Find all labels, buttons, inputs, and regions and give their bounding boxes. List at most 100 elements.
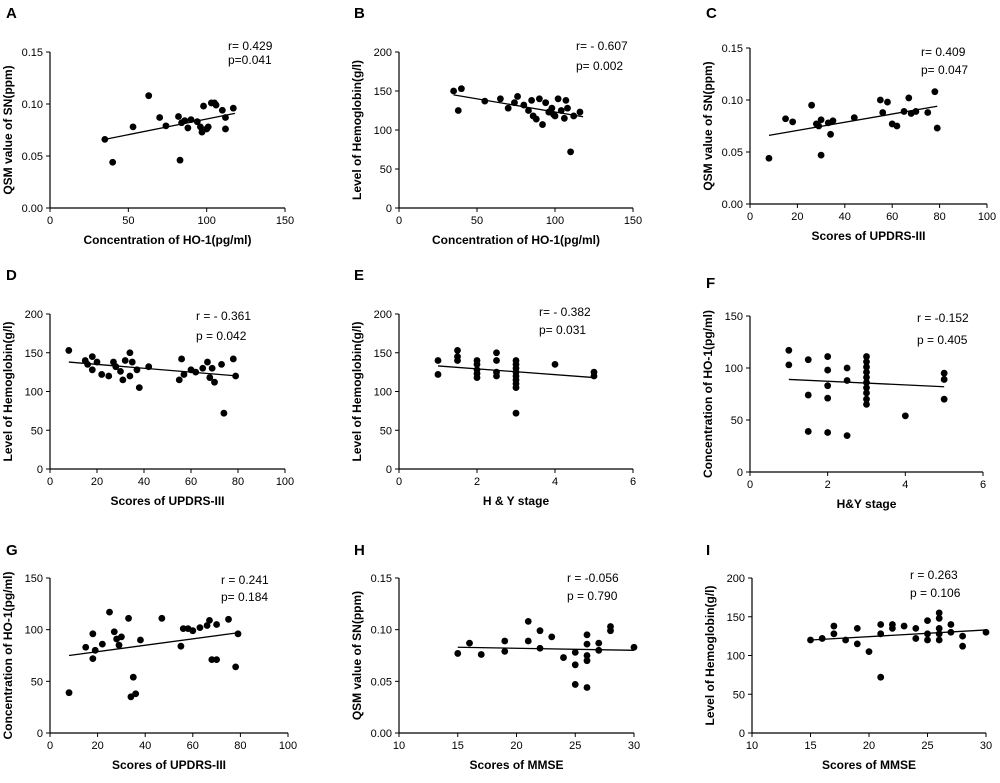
data-point (935, 636, 943, 644)
x-tick-label: 2 (825, 479, 831, 491)
data-point (162, 122, 170, 130)
data-point (571, 649, 579, 656)
data-point (454, 347, 461, 354)
data-point (850, 114, 858, 122)
data-point (175, 376, 183, 384)
data-point (175, 113, 182, 120)
data-point (843, 364, 851, 372)
x-tick-label: 0 (47, 215, 53, 227)
data-point (212, 101, 220, 109)
data-point (218, 360, 225, 368)
y-tick-label: 50 (731, 415, 743, 427)
panel-h: H 10 15 20 25 30 0.00 0.05 0.10 0.15 Scores of MMS… (350, 542, 640, 772)
x-tick-label: 15 (452, 740, 464, 752)
data-point (560, 654, 567, 661)
data-point (454, 107, 462, 114)
p-value: p = 0.106 (910, 586, 961, 600)
data-point (982, 628, 990, 636)
r-value: r = - 0.361 (196, 309, 251, 323)
x-tick-label: 0 (396, 476, 402, 488)
y-tick-label: 150 (374, 348, 392, 360)
data-point (935, 630, 943, 638)
data-point (536, 644, 544, 652)
data-point (824, 382, 832, 390)
data-point (843, 432, 851, 439)
data-point (115, 641, 123, 649)
data-point (583, 631, 591, 639)
y-tick-label: 100 (374, 125, 392, 137)
x-tick-label: 40 (138, 476, 150, 488)
y-axis-label: QSM value of SN(ppm) (350, 591, 364, 720)
x-tick-label: 6 (980, 479, 986, 491)
data-point (889, 624, 896, 632)
data-point (189, 627, 197, 635)
y-tick-label: 50 (733, 689, 745, 701)
data-point (785, 361, 793, 369)
data-point (129, 673, 137, 681)
panel-f: F 0 2 4 6 0 50 100 150 H&Y stage Concentration of … (701, 275, 986, 511)
data-point (893, 122, 901, 130)
data-point (454, 357, 461, 364)
data-point (571, 681, 579, 688)
data-point (187, 116, 195, 123)
data-point (853, 624, 861, 632)
data-point (129, 123, 137, 131)
x-axis-label: Scores of MMSE (469, 758, 563, 772)
data-point (128, 358, 136, 366)
y-tick-label: 150 (725, 311, 743, 323)
data-point (940, 369, 948, 377)
y-tick-label: 0.15 (722, 43, 743, 55)
data-point (630, 643, 638, 651)
data-point (830, 622, 838, 630)
y-tick-label: 100 (727, 651, 745, 663)
data-point (65, 347, 73, 354)
y-tick-label: 150 (25, 573, 43, 585)
data-point (532, 115, 540, 123)
data-point (959, 642, 966, 650)
data-point (514, 93, 521, 100)
data-point (208, 364, 216, 372)
x-axis-label: Scores of UPDRS-III (112, 758, 226, 772)
y-tick-label: 0.10 (371, 625, 392, 637)
data-point (824, 353, 832, 360)
panel-i: I 10 15 20 25 30 0 50 100 150 200 Scores of MMSE Lev… (703, 542, 992, 772)
y-tick-label: 200 (727, 573, 745, 585)
data-point (863, 368, 870, 376)
p-value: p = 0.042 (196, 329, 247, 343)
data-point (583, 684, 591, 691)
x-tick-label: 50 (122, 215, 134, 227)
data-point (863, 389, 870, 397)
data-point (133, 366, 141, 374)
data-point (105, 372, 113, 380)
data-point (158, 614, 166, 622)
data-point (933, 124, 941, 132)
data-point (583, 652, 591, 659)
data-point (178, 355, 186, 363)
data-point (88, 366, 96, 374)
x-tick-label: 0 (747, 211, 753, 223)
y-axis-label: QSM value of SN(ppm) (1, 65, 15, 194)
data-point (132, 690, 140, 698)
data-point (481, 97, 489, 105)
data-point (112, 363, 120, 371)
y-tick-label: 200 (374, 309, 392, 321)
y-tick-label: 0 (37, 464, 43, 476)
data-point (924, 636, 931, 644)
y-tick-label: 0 (37, 728, 43, 740)
y-tick-label: 0.15 (371, 573, 392, 585)
data-point (564, 104, 571, 112)
y-tick-label: 100 (725, 363, 743, 375)
x-tick-label: 15 (804, 740, 816, 752)
p-value: p= 0.047 (921, 63, 968, 77)
x-tick-label: 30 (980, 740, 992, 752)
x-axis-label: Scores of UPDRS-III (811, 229, 925, 243)
data-point (434, 371, 442, 378)
data-point (229, 104, 237, 112)
data-point (93, 358, 101, 366)
data-point (830, 630, 838, 638)
x-tick-label: 80 (933, 211, 945, 223)
data-point (542, 99, 550, 107)
data-point (947, 621, 955, 628)
x-tick-label: 150 (276, 215, 294, 227)
